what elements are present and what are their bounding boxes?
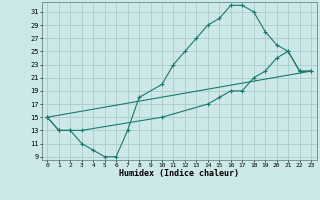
X-axis label: Humidex (Indice chaleur): Humidex (Indice chaleur) (119, 169, 239, 178)
